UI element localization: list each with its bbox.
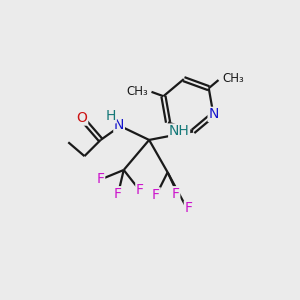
Text: N: N bbox=[208, 107, 219, 122]
Text: F: F bbox=[97, 172, 105, 186]
Text: F: F bbox=[184, 201, 192, 215]
Text: F: F bbox=[136, 183, 144, 197]
Text: F: F bbox=[114, 187, 122, 201]
Text: CH₃: CH₃ bbox=[126, 85, 148, 98]
Text: N: N bbox=[114, 118, 124, 132]
Text: O: O bbox=[77, 111, 88, 125]
Text: H: H bbox=[106, 109, 116, 123]
Text: F: F bbox=[172, 187, 180, 201]
Text: NH: NH bbox=[169, 124, 190, 138]
Text: F: F bbox=[152, 188, 160, 202]
Text: CH₃: CH₃ bbox=[222, 72, 244, 86]
